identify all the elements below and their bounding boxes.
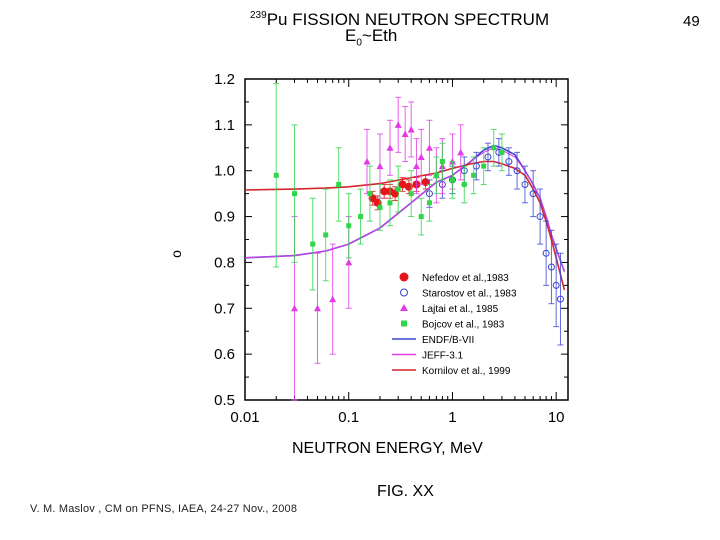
- data-point: [376, 162, 384, 170]
- data-point: [273, 172, 279, 178]
- data-point: [323, 232, 329, 238]
- data-point: [346, 223, 352, 229]
- chart-subtitle: E0~Eth: [345, 26, 397, 48]
- legend-label: Lajtai et al., 1985: [422, 304, 499, 315]
- data-point: [536, 213, 544, 221]
- legend-marker: [400, 304, 408, 311]
- title-isotope-mass: 239: [250, 10, 267, 21]
- y-tick-label: 0.5: [214, 392, 235, 409]
- data-point: [395, 186, 401, 192]
- data-point: [407, 125, 415, 133]
- y-tick-label: 1.0: [214, 163, 235, 180]
- data-point: [457, 148, 465, 156]
- y-tick-label: 0.8: [214, 254, 235, 271]
- data-point: [417, 153, 425, 160]
- y-tick-label: 1.2: [214, 71, 235, 88]
- data-point: [499, 149, 505, 155]
- legend-label: Kornilov et al., 1999: [422, 366, 511, 377]
- data-point: [367, 191, 373, 197]
- data-point: [481, 163, 487, 169]
- data-point: [386, 144, 394, 151]
- data-point: [513, 167, 521, 175]
- series-line: [244, 160, 566, 291]
- chart-title: 239Pu FISSION NEUTRON SPECTRUM: [250, 6, 549, 30]
- footer-credit: V. M. Maslov , CM on PFNS, IAEA, 24-27 N…: [30, 503, 298, 515]
- data-point: [542, 249, 550, 257]
- data-point: [471, 172, 477, 178]
- y-tick-label: 0.6: [214, 346, 235, 363]
- x-tick-label: 1: [448, 409, 456, 426]
- data-point: [556, 295, 564, 303]
- data-point: [401, 130, 409, 138]
- data-point: [421, 178, 430, 187]
- data-point: [358, 214, 364, 220]
- data-point: [377, 204, 383, 210]
- data-point: [310, 241, 316, 247]
- data-point: [449, 177, 455, 183]
- data-point: [329, 295, 337, 303]
- legend-label: Starostov et al., 1983: [422, 289, 517, 300]
- legend-marker: [401, 320, 407, 327]
- data-point: [387, 200, 393, 206]
- legend-label: JEFF-3.1: [422, 351, 464, 362]
- data-point: [505, 158, 513, 166]
- legend-label: Nefedov et al.,1983: [422, 273, 509, 284]
- data-point: [345, 258, 353, 266]
- y-tick-label: 0.9: [214, 209, 235, 226]
- x-tick-label: 0.01: [230, 409, 259, 426]
- data-point: [552, 281, 560, 289]
- data-point: [425, 144, 433, 151]
- subtitle-e: E: [345, 26, 357, 45]
- slide-number: 49: [683, 13, 700, 30]
- legend-label: Bojcov et al., 1983: [422, 320, 505, 331]
- data-point: [336, 181, 342, 187]
- figure-caption: FIG. XX: [377, 483, 434, 500]
- data-point: [433, 172, 439, 178]
- data-point: [290, 304, 298, 312]
- series-line: [244, 147, 565, 272]
- data-point: [461, 181, 467, 187]
- legend-marker: [399, 272, 409, 282]
- data-point: [521, 180, 529, 188]
- y-tick-label: 0.7: [214, 300, 235, 317]
- title-text: Pu FISSION NEUTRON SPECTRUM: [266, 10, 550, 29]
- data-point: [412, 162, 420, 170]
- y-axis-label: o: [167, 250, 184, 258]
- data-point: [408, 191, 414, 197]
- legend: Nefedov et al.,1983 Starostov et al., 198…: [392, 272, 517, 377]
- x-tick-label: 0.1: [338, 409, 359, 426]
- legend-marker: [400, 288, 408, 297]
- data-point: [394, 121, 402, 128]
- data-point: [391, 189, 400, 198]
- data-point: [418, 214, 424, 220]
- plot-frame: [244, 78, 569, 401]
- data-point: [398, 180, 407, 189]
- data-point: [291, 191, 297, 197]
- data-point: [491, 145, 497, 151]
- data-point: [426, 200, 432, 206]
- subtitle-sub: 0: [356, 37, 362, 49]
- legend-label: ENDF/B-VII: [422, 335, 474, 346]
- data-point: [547, 263, 555, 271]
- x-axis-label: NEUTRON ENERGY, MeV: [292, 440, 483, 457]
- subtitle-rest: ~Eth: [361, 26, 398, 45]
- y-tick-label: 1.1: [214, 117, 235, 134]
- data-point: [439, 159, 445, 165]
- data-point: [363, 158, 371, 165]
- data-point: [484, 153, 492, 161]
- x-tick-label: 10: [548, 409, 565, 426]
- data-point: [314, 304, 322, 312]
- data-point: [380, 187, 389, 196]
- data-point: [529, 190, 537, 198]
